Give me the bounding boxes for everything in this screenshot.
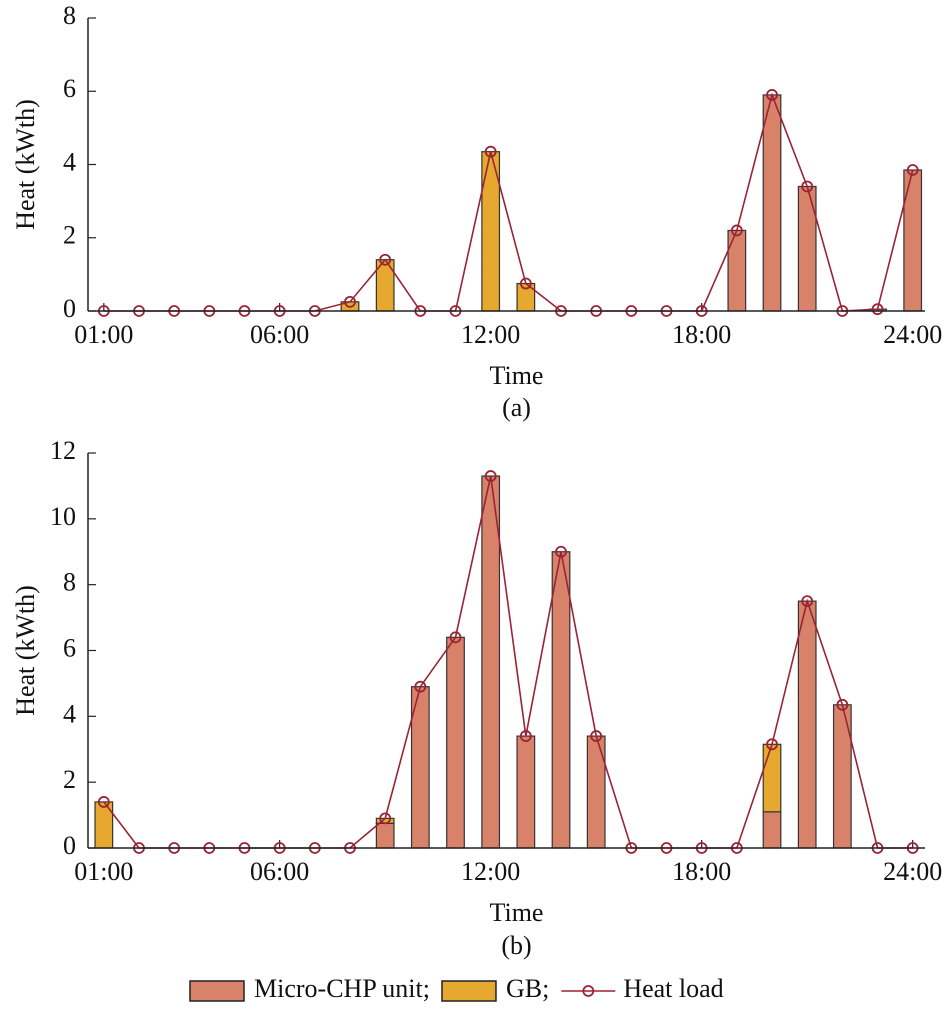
y-tick-label: 4 bbox=[63, 699, 76, 728]
bar bbox=[551, 551, 571, 849]
y-axis-label: Heat (kWth) bbox=[11, 585, 40, 716]
y-tick-label: 12 bbox=[50, 436, 76, 465]
heat-load-marker bbox=[730, 224, 743, 237]
legend-label: GB; bbox=[506, 974, 549, 1003]
heat-load-marker bbox=[906, 164, 919, 176]
bar bbox=[797, 600, 817, 849]
bar bbox=[481, 475, 501, 849]
legend-marker bbox=[582, 985, 595, 997]
x-tick-label: 24:00 bbox=[883, 857, 942, 886]
bar bbox=[797, 185, 817, 312]
x-tick-label: 24:00 bbox=[883, 320, 942, 349]
bar bbox=[762, 743, 782, 813]
bar bbox=[516, 735, 536, 849]
bar bbox=[832, 704, 852, 849]
x-tick-label: 06:00 bbox=[250, 320, 309, 349]
heat-load-marker bbox=[836, 698, 849, 711]
x-tick-label: 01:00 bbox=[74, 857, 133, 886]
heat-load-marker bbox=[344, 295, 356, 308]
bar bbox=[446, 636, 465, 849]
heat-load-marker bbox=[801, 180, 814, 193]
y-tick-label: 8 bbox=[63, 568, 76, 597]
y-tick-label: 6 bbox=[63, 74, 76, 103]
heat-load-marker bbox=[379, 253, 392, 266]
heat-load-marker bbox=[519, 730, 532, 742]
y-tick-label: 0 bbox=[63, 831, 76, 860]
y-tick-label: 2 bbox=[63, 221, 76, 250]
heat-load-marker bbox=[590, 730, 603, 742]
legend-label: Heat load bbox=[623, 974, 723, 1003]
y-axis-label: Heat (kWth) bbox=[11, 99, 40, 230]
x-tick-label: 12:00 bbox=[461, 320, 520, 349]
heat-load-line bbox=[103, 92, 914, 312]
bar bbox=[762, 811, 782, 849]
heat-load-marker bbox=[414, 680, 427, 693]
heat-load-marker bbox=[449, 631, 462, 644]
legend-swatch bbox=[189, 980, 245, 1002]
heat-load-marker bbox=[555, 545, 567, 558]
y-tick-label: 0 bbox=[63, 294, 76, 323]
bar bbox=[586, 735, 606, 849]
heat-load-marker bbox=[766, 89, 778, 101]
legend-swatch bbox=[441, 980, 497, 1002]
heat-load-marker bbox=[97, 796, 110, 808]
x-tick-label: 06:00 bbox=[250, 857, 309, 886]
heat-load-marker bbox=[379, 812, 392, 825]
caption: (a) bbox=[502, 393, 531, 422]
x-axis-label: Time bbox=[490, 898, 544, 927]
heat-load-marker bbox=[871, 303, 884, 316]
y-tick-label: 6 bbox=[63, 633, 76, 662]
bar bbox=[375, 822, 395, 849]
heat-load-line bbox=[103, 475, 913, 849]
heat-load-marker bbox=[519, 277, 532, 290]
heat-load-marker bbox=[766, 738, 778, 751]
bar bbox=[762, 94, 782, 312]
heat-load-marker bbox=[801, 595, 814, 608]
legend: Micro-CHP unit; GB; Heat load bbox=[189, 974, 724, 1003]
legend-label: Micro-CHP unit; bbox=[254, 974, 430, 1003]
heat-load-marker bbox=[484, 145, 497, 158]
y-tick-label: 10 bbox=[50, 502, 76, 531]
y-tick-label: 8 bbox=[63, 1, 76, 30]
x-tick-label: 12:00 bbox=[461, 857, 520, 886]
y-tick-label: 2 bbox=[63, 765, 76, 794]
caption: (b) bbox=[501, 931, 531, 960]
y-tick-label: 4 bbox=[63, 147, 76, 176]
x-axis-label: Time bbox=[490, 361, 544, 390]
x-tick-label: 01:00 bbox=[74, 320, 133, 349]
bar bbox=[727, 229, 747, 312]
x-tick-label: 18:00 bbox=[672, 320, 731, 349]
heat-load-marker bbox=[484, 470, 497, 482]
x-tick-label: 18:00 bbox=[672, 857, 731, 886]
